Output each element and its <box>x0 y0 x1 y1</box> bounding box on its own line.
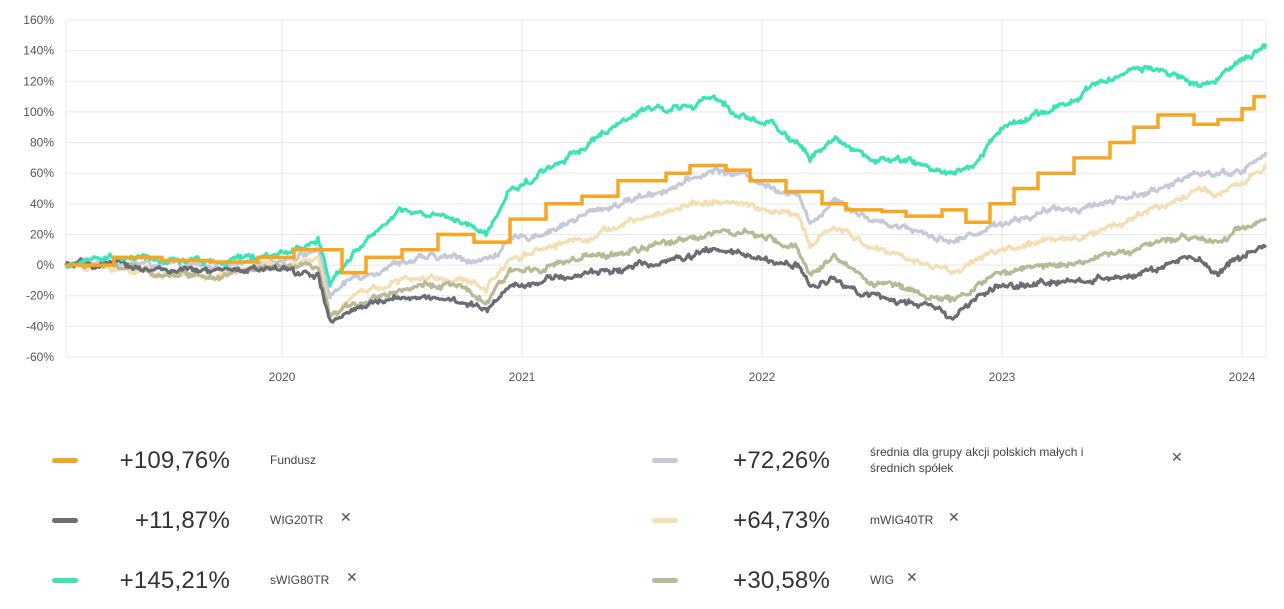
y-tick-label: 80% <box>30 136 54 150</box>
legend-series-name: WIG20TR <box>270 513 324 527</box>
y-tick-label: 160% <box>23 13 54 27</box>
legend-item-mwig40tr: +64,73% mWIG40TR ✕ <box>650 505 970 535</box>
legend-swatch <box>652 458 678 463</box>
legend-value: +64,73% <box>733 507 830 534</box>
legend-item-wig20tr: +11,87% WIG20TR ✕ <box>50 505 370 535</box>
chart-legend: +109,76% Fundusz +11,87% WIG20TR ✕ +145,… <box>0 430 1284 609</box>
x-tick-label: 2020 <box>269 370 296 384</box>
legend-swatch <box>652 578 678 583</box>
x-tick-label: 2024 <box>1229 370 1256 384</box>
remove-series-icon[interactable]: ✕ <box>346 570 358 586</box>
performance-chart: -60% -40% -20% 0% 20% 40% 60% 80% 100% 120% 140% 16… <box>23 13 1268 384</box>
chart-grid <box>65 19 1267 358</box>
legend-item-swig80tr: +145,21% sWIG80TR ✕ <box>50 565 370 595</box>
legend-series-name: mWIG40TR <box>870 513 934 527</box>
y-tick-label: 0% <box>37 258 55 272</box>
remove-series-icon[interactable]: ✕ <box>340 510 352 526</box>
legend-value: +72,26% <box>733 447 830 474</box>
remove-series-icon[interactable]: ✕ <box>906 570 918 586</box>
legend-series-name: średnia dla grupy akcji polskich małych … <box>870 445 1084 475</box>
y-tick-label: 100% <box>23 105 54 119</box>
legend-swatch <box>652 518 678 523</box>
legend-swatch <box>52 578 78 583</box>
legend-value: +109,76% <box>119 447 230 474</box>
y-tick-label: 120% <box>23 74 54 88</box>
legend-value: +11,87% <box>134 507 230 534</box>
legend-value: +30,58% <box>733 567 830 594</box>
series-line-wig <box>64 217 1268 319</box>
y-tick-label: -20% <box>26 289 54 303</box>
x-axis: 2020 2021 2022 2023 2024 <box>269 370 1256 384</box>
series-line-fundusz <box>66 94 1266 275</box>
series-line-wig20tr <box>64 243 1268 324</box>
x-tick-label: 2022 <box>749 370 776 384</box>
y-axis: -60% -40% -20% 0% 20% 40% 60% 80% 100% 120% 140% 16… <box>23 13 54 364</box>
y-tick-label: -40% <box>26 319 54 333</box>
y-tick-label: 40% <box>30 197 54 211</box>
series-line-swig80tr <box>64 43 1268 288</box>
series-line-mwig40tr <box>65 163 1268 320</box>
legend-swatch <box>52 458 78 463</box>
legend-series-name: WIG <box>870 573 894 587</box>
x-tick-label: 2023 <box>989 370 1016 384</box>
legend-item-wig: +30,58% WIG ✕ <box>650 565 970 595</box>
y-tick-label: 60% <box>30 166 54 180</box>
legend-item-fundusz: +109,76% Fundusz <box>50 445 350 475</box>
remove-series-icon[interactable]: ✕ <box>1171 450 1183 466</box>
y-tick-label: 20% <box>30 227 54 241</box>
legend-item-average: +72,26% średnia dla grupy akcji polskich… <box>650 445 1210 475</box>
legend-swatch <box>52 518 78 523</box>
legend-value: +145,21% <box>119 567 230 594</box>
y-tick-label: 140% <box>23 44 54 58</box>
remove-series-icon[interactable]: ✕ <box>948 510 960 526</box>
legend-series-name: sWIG80TR <box>270 573 330 587</box>
legend-series-name: Fundusz <box>270 453 317 467</box>
chart-series <box>64 43 1268 324</box>
x-tick-label: 2021 <box>509 370 536 384</box>
y-tick-label: -60% <box>26 350 54 364</box>
